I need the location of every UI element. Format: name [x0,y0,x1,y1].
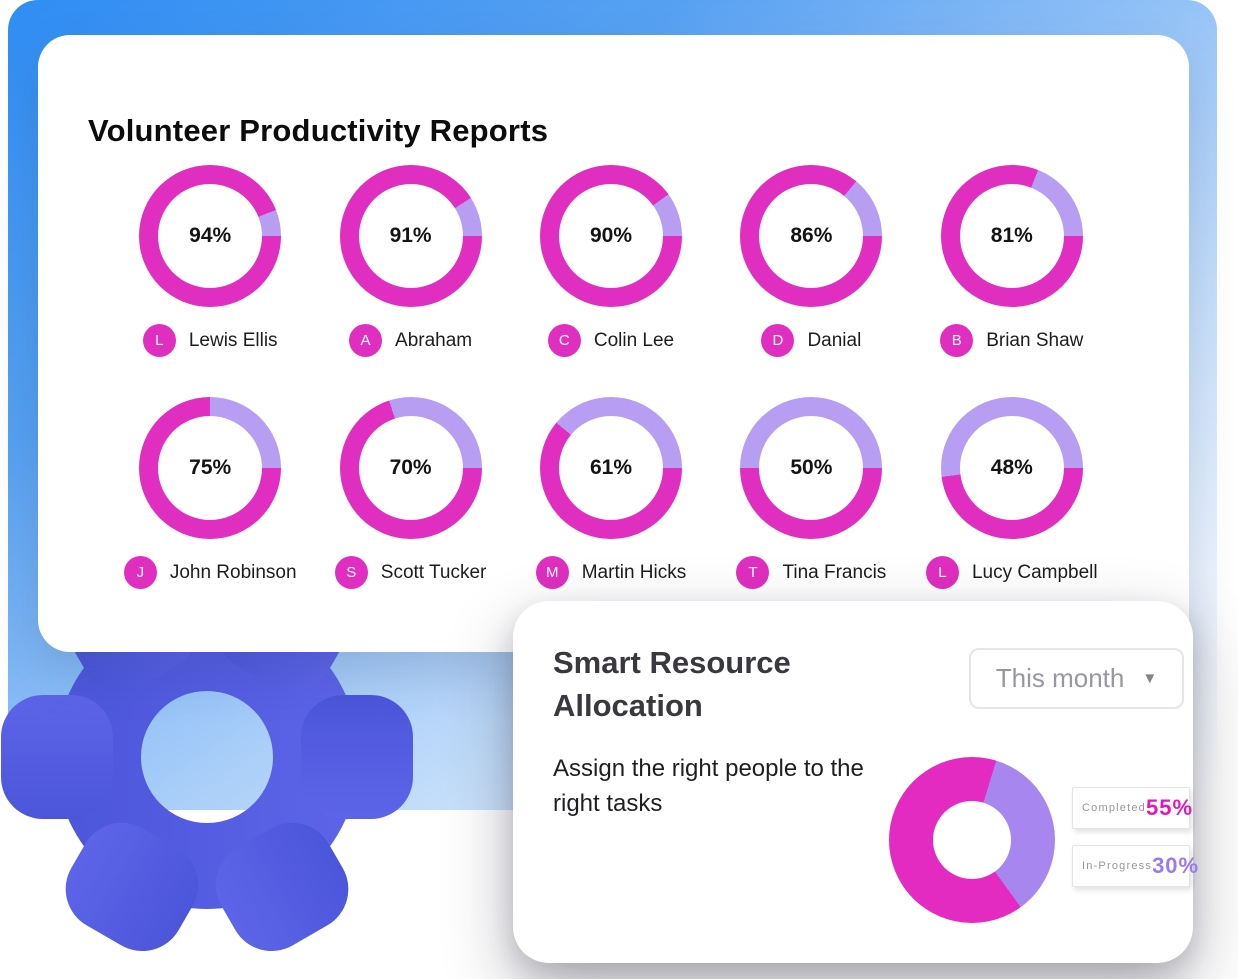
productivity-ring: 91% [339,165,482,307]
chevron-down-icon: ▼ [1142,670,1158,687]
legend-value: 30% [1152,853,1200,878]
productivity-ring: 86% [740,165,883,307]
avatar: L [925,556,959,589]
productivity-percent: 75% [189,456,232,479]
volunteer-name: Martin Hicks [581,561,687,583]
volunteer-name: John Robinson [169,561,297,583]
productivity-ring: 81% [940,165,1083,307]
legend-item: In-Progress 30% [1072,845,1198,887]
productivity-ring: 70% [339,397,482,539]
reports-card-title: Volunteer Productivity Reports [88,113,549,148]
volunteer-name: Scott Tucker [380,561,487,583]
volunteer-label: A Abraham [349,324,472,357]
period-dropdown-value: This month [995,663,1125,693]
avatar: D [761,324,795,357]
volunteer-cell: 50% T Tina Francis [711,397,911,589]
allocation-legend: Completed 55% In-Progress 30% [1072,787,1198,903]
volunteer-label: M Martin Hicks [535,556,687,589]
volunteer-grid: 94% L Lewis Ellis 91% A Abraham 90% C Colin Lee 8… [110,165,1112,589]
volunteer-cell: 61% M Martin Hicks [511,397,711,589]
volunteer-label: J John Robinson [123,556,297,589]
avatar: S [334,556,368,589]
volunteer-cell: 48% L Lucy Campbell [912,397,1112,589]
productivity-ring: 75% [139,397,282,539]
volunteer-cell: 90% C Colin Lee [511,165,711,357]
allocation-card-title: Smart Resource Allocation [553,645,791,723]
productivity-percent: 70% [389,456,432,479]
volunteer-label: C Colin Lee [547,324,675,357]
avatar: J [123,556,157,589]
productivity-ring: 94% [139,165,282,307]
smart-resource-allocation-card: Smart Resource Allocation This month ▼ A… [513,601,1198,963]
volunteer-productivity-card: Volunteer Productivity Reports 94% L Lewis… [38,35,1189,652]
legend-item: Completed 55% [1072,787,1194,829]
productivity-ring: 90% [539,165,682,307]
volunteer-cell: 75% J John Robinson [110,397,310,589]
volunteer-label: L Lucy Campbell [925,556,1098,589]
productivity-percent: 86% [790,224,833,247]
volunteer-name: Abraham [395,329,473,351]
period-dropdown[interactable]: This month ▼ [969,648,1184,709]
productivity-ring: 50% [740,397,883,539]
volunteer-cell: 70% S Scott Tucker [310,397,510,589]
volunteer-label: S Scott Tucker [334,556,487,589]
productivity-ring: 48% [940,397,1083,539]
avatar: A [349,324,383,357]
productivity-percent: 48% [990,456,1033,479]
volunteer-cell: 94% L Lewis Ellis [110,165,310,357]
avatar: L [142,324,176,357]
productivity-percent: 81% [990,224,1033,247]
legend-label: Completed [1082,802,1146,814]
volunteer-cell: 91% A Abraham [310,165,510,357]
legend-label: In-Progress [1082,860,1153,872]
volunteer-label: D Danial [761,324,861,357]
avatar: M [535,556,569,589]
legend-value: 55% [1146,795,1194,820]
volunteer-label: T Tina Francis [736,556,886,589]
avatar: T [736,556,770,589]
avatar: C [547,324,581,357]
productivity-ring: 61% [539,397,682,539]
volunteer-name: Colin Lee [593,329,675,351]
volunteer-label: L Lewis Ellis [142,324,278,357]
productivity-percent: 61% [589,456,632,479]
volunteer-name: Brian Shaw [986,329,1084,351]
volunteer-name: Tina Francis [782,561,887,583]
productivity-percent: 90% [589,224,632,247]
volunteer-name: Danial [807,329,862,351]
volunteer-name: Lucy Campbell [971,561,1098,583]
volunteer-label: B Brian Shaw [940,324,1083,357]
avatar: B [940,324,974,357]
allocation-donut-chart [889,757,1055,923]
volunteer-cell: 81% B Brian Shaw [912,165,1112,357]
productivity-percent: 91% [389,224,432,247]
allocation-card-description: Assign the right people to the right tas… [553,755,864,817]
volunteer-cell: 86% D Danial [711,165,911,357]
productivity-percent: 50% [790,456,833,479]
volunteer-name: Lewis Ellis [188,329,278,351]
productivity-percent: 94% [189,224,232,247]
